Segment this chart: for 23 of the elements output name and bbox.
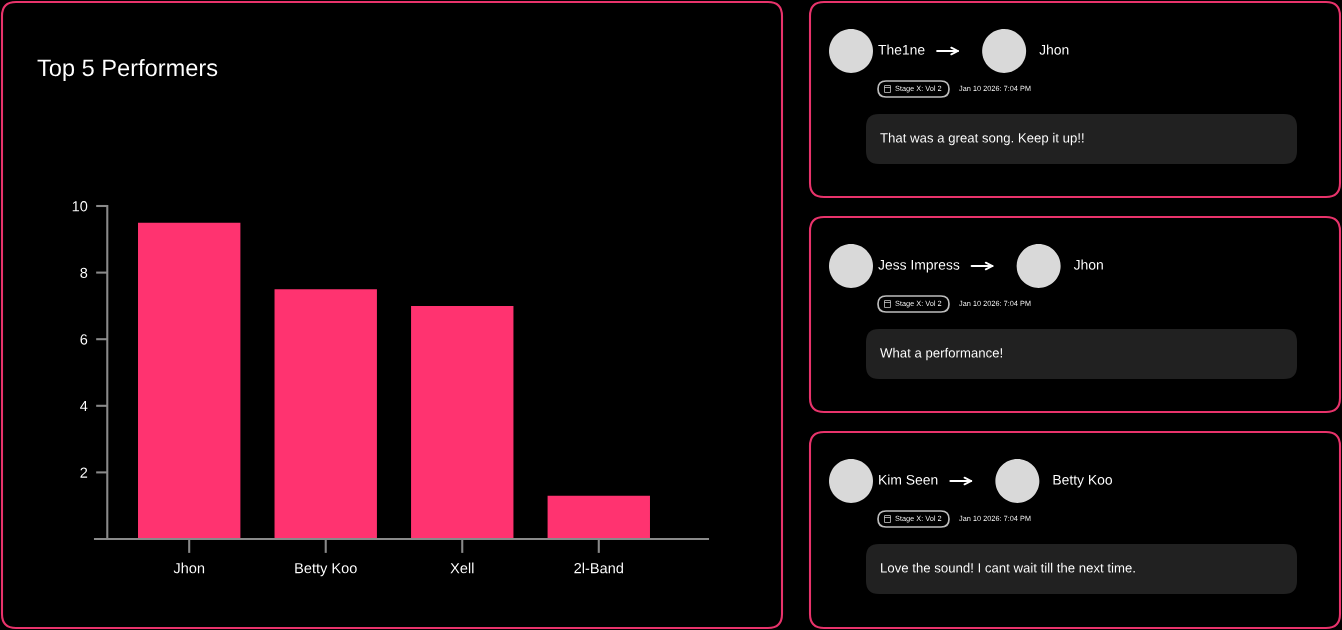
bar (138, 222, 241, 539)
text: Kim Seen (879, 474, 938, 485)
y-tick-label: 10 (72, 201, 88, 212)
x-tick-label: 2l-Band (574, 562, 623, 574)
y-tick-label: 8 (80, 267, 88, 279)
y-tick-label: 6 (80, 334, 88, 345)
bar (547, 495, 650, 539)
text: What a performance! (880, 347, 1002, 361)
text: That was a great song. Keep it up!! (880, 132, 1084, 146)
text: The1ne (878, 44, 925, 55)
y-tick-label: 2 (80, 467, 88, 478)
text: Jhon (1039, 44, 1069, 55)
bar (274, 289, 377, 539)
text: Jess Impress (878, 260, 960, 273)
text: Love the sound! I cant wait till the next time. (881, 562, 1135, 573)
x-tick-label: Jhon (173, 562, 205, 574)
text: Jhon (1073, 259, 1103, 270)
y-tick-label: 4 (80, 401, 88, 412)
bar (411, 305, 514, 539)
chart-title: Top 5 Performers (37, 58, 218, 81)
x-tick-label: Xell (450, 562, 474, 574)
x-tick-label: Betty Koo (295, 563, 357, 577)
text: Betty Koo (1053, 475, 1113, 488)
